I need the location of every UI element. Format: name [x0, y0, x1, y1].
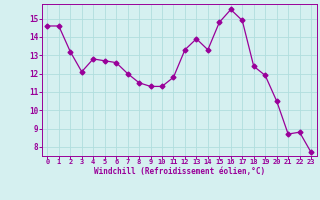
X-axis label: Windchill (Refroidissement éolien,°C): Windchill (Refroidissement éolien,°C) — [94, 167, 265, 176]
